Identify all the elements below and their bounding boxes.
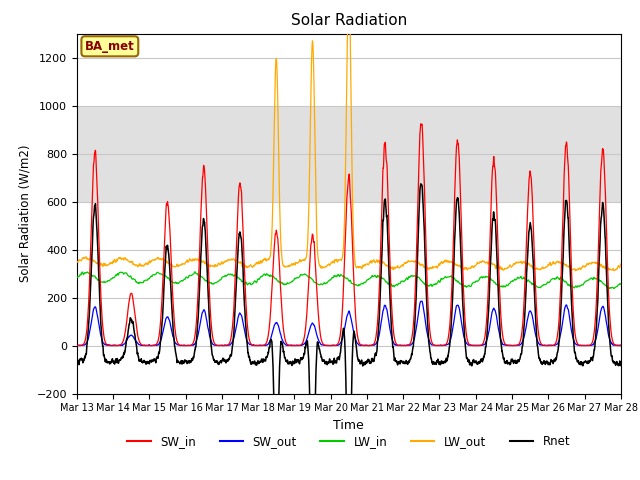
Legend: SW_in, SW_out, LW_in, LW_out, Rnet: SW_in, SW_out, LW_in, LW_out, Rnet — [122, 430, 575, 453]
Y-axis label: Solar Radiation (W/m2): Solar Radiation (W/m2) — [18, 145, 31, 282]
Text: BA_met: BA_met — [85, 40, 134, 53]
Bar — [77, 106, 621, 202]
Title: Solar Radiation: Solar Radiation — [291, 13, 407, 28]
X-axis label: Time: Time — [333, 419, 364, 432]
